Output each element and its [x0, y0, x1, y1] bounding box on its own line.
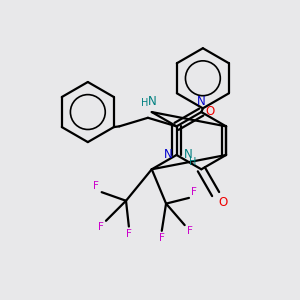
Text: N: N	[183, 148, 192, 161]
Text: F: F	[159, 233, 165, 243]
Text: O: O	[219, 196, 228, 208]
Text: N: N	[197, 95, 206, 108]
Text: H: H	[189, 158, 196, 167]
Text: O: O	[205, 105, 214, 118]
Text: F: F	[191, 187, 197, 197]
Text: F: F	[126, 229, 132, 239]
Text: F: F	[187, 226, 193, 236]
Text: F: F	[93, 181, 99, 191]
Text: F: F	[98, 222, 103, 232]
Text: H: H	[141, 98, 148, 108]
Text: N: N	[147, 95, 156, 108]
Text: N: N	[164, 148, 172, 161]
